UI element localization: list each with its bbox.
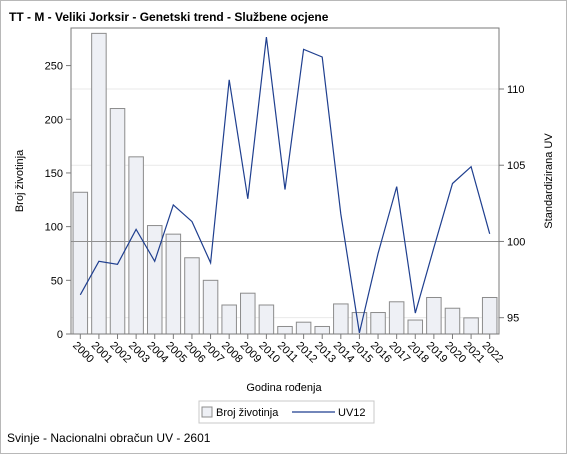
x-axis-label: Godina rođenja — [246, 382, 322, 394]
y2-tick-label: 105 — [507, 160, 525, 172]
uv12-line — [79, 37, 491, 334]
chart-title: TT - M - Veliki Jorksir - Genetski trend… — [9, 10, 329, 24]
y-axis-label: Broj životinja — [14, 149, 26, 212]
x-axis-ticks: 2000200120022003200420052006200720082009… — [70, 334, 505, 365]
bar — [388, 301, 405, 335]
bar — [481, 296, 498, 335]
bar — [221, 304, 237, 335]
right-axis-ticks: 95 100 105 110 — [499, 84, 525, 325]
bar — [370, 312, 386, 335]
bar — [184, 257, 200, 335]
legend-label-bar: Broj životinja — [216, 407, 279, 419]
y-tick-label: 250 — [45, 61, 63, 73]
legend: Broj životinja UV12 — [198, 400, 375, 424]
bar-series — [72, 32, 498, 335]
bar — [72, 191, 89, 335]
bar — [314, 325, 330, 335]
y2-tick-label: 95 — [507, 313, 519, 325]
bar — [426, 296, 442, 335]
bar — [109, 108, 126, 335]
footnote: Svinje - Nacionalni obračun UV - 2601 — [7, 431, 211, 445]
bar — [407, 319, 424, 335]
legend-box — [198, 400, 375, 424]
bar — [91, 32, 107, 335]
bar — [295, 321, 312, 335]
y2-axis-label: Standardizirana UV — [543, 133, 555, 229]
bar — [277, 325, 293, 335]
legend-label-line: UV12 — [338, 407, 366, 419]
bar — [202, 279, 219, 335]
bar — [240, 292, 256, 335]
bar — [165, 233, 182, 335]
y-tick-label: 150 — [45, 168, 63, 180]
y-tick-label: 200 — [45, 114, 63, 126]
bar — [128, 156, 144, 335]
y-tick-label: 0 — [57, 329, 63, 341]
legend-swatch-bar — [201, 406, 213, 418]
bar — [444, 307, 461, 335]
y-tick-label: 50 — [51, 275, 63, 287]
y-tick-label: 100 — [45, 222, 63, 234]
y2-tick-label: 110 — [507, 84, 525, 96]
bar — [258, 304, 275, 335]
line-series — [79, 37, 491, 334]
left-axis-ticks: 0 50 100 150 200 250 — [45, 61, 71, 341]
bar — [333, 303, 349, 335]
bar — [463, 317, 479, 335]
y2-tick-label: 100 — [507, 236, 525, 248]
